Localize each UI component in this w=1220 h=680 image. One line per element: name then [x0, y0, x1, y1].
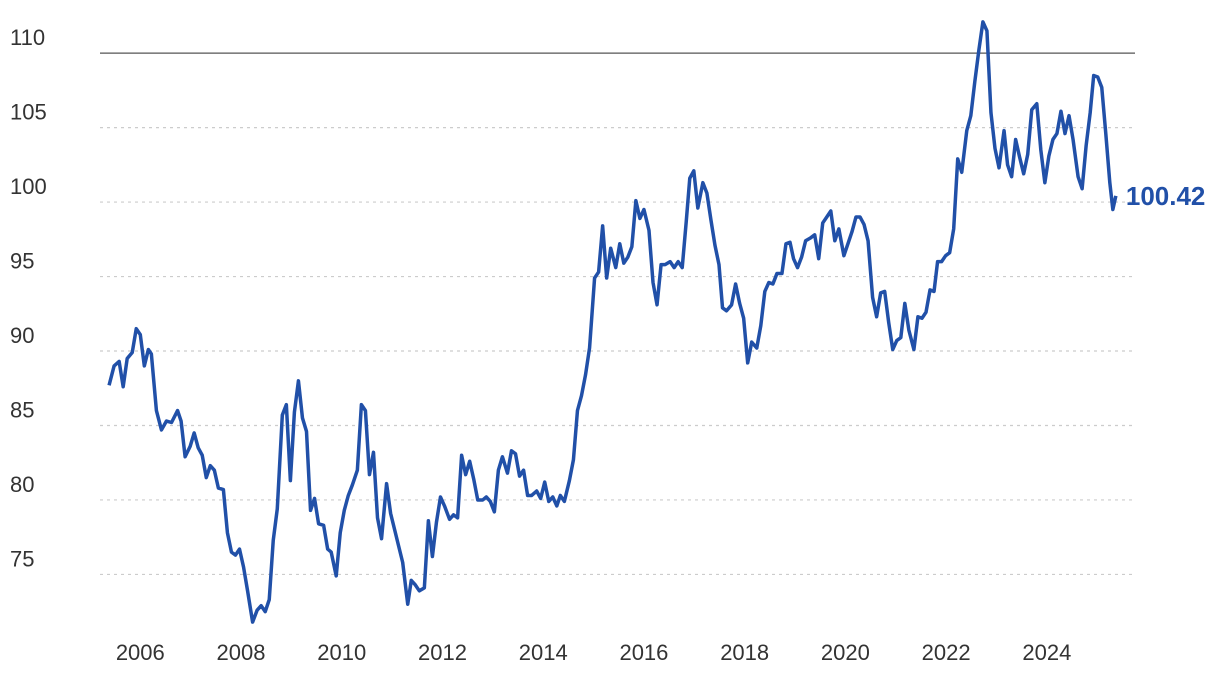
x-tick-label: 2006 — [116, 640, 165, 665]
x-tick-label: 2016 — [619, 640, 668, 665]
y-tick-label: 95 — [10, 249, 34, 274]
y-tick-label: 105 — [10, 100, 47, 125]
y-tick-label: 80 — [10, 472, 34, 497]
y-tick-label: 85 — [10, 397, 34, 422]
x-tick-label: 2018 — [720, 640, 769, 665]
x-tick-label: 2022 — [922, 640, 971, 665]
x-tick-label: 2008 — [217, 640, 266, 665]
y-tick-label: 90 — [10, 323, 34, 348]
x-tick-label: 2020 — [821, 640, 870, 665]
x-tick-label: 2010 — [317, 640, 366, 665]
y-tick-label: 110 — [10, 25, 45, 50]
series-line — [107, 20, 1118, 624]
x-tick-label: 2012 — [418, 640, 467, 665]
x-tick-label: 2024 — [1022, 640, 1071, 665]
last-value-label: 100.42 — [1126, 181, 1206, 211]
x-tick-label: 2014 — [519, 640, 568, 665]
y-tick-label: 75 — [10, 546, 34, 571]
y-tick-label: 100 — [10, 174, 47, 199]
